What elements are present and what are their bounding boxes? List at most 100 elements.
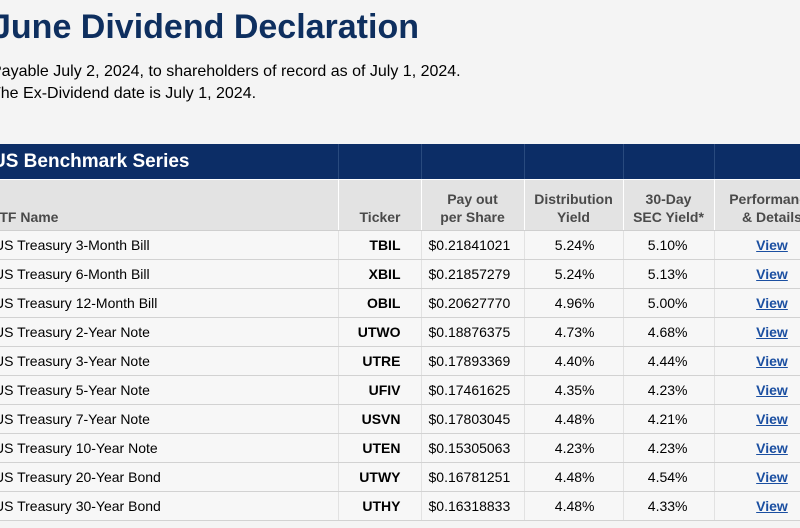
table-row: US Treasury 7-Year Note USVN $0.17803045 4.… — [0, 404, 800, 434]
etf-name-cell: US Treasury 3-Year Note — [0, 346, 339, 376]
table-row: US Treasury 20-Year Bond UTWY $0.16781251 4… — [0, 462, 800, 492]
column-header-row: ETF Name Ticker Pay out per Share Distri… — [0, 179, 800, 231]
table-body: US Treasury 3-Month Bill TBIL $0.21841021 5… — [0, 230, 800, 521]
performance-cell: View — [714, 230, 800, 260]
distribution-yield-cell: 4.23% — [524, 433, 624, 463]
distribution-yield-cell: 4.48% — [524, 491, 624, 521]
table-row: US Treasury 5-Year Note UFIV $0.17461625 4.… — [0, 375, 800, 405]
ticker-cell: UTWY — [338, 462, 422, 492]
col-header-etf-name: ETF Name — [0, 179, 339, 231]
payout-cell: $0.16318833 — [421, 491, 525, 521]
view-link[interactable]: View — [756, 266, 788, 282]
etf-name-cell: US Treasury 2-Year Note — [0, 317, 339, 347]
etf-name-cell: US Treasury 3-Month Bill — [0, 230, 339, 260]
performance-cell: View — [714, 346, 800, 376]
sec-yield-cell: 5.00% — [623, 288, 715, 318]
table-row: US Treasury 3-Year Note UTRE $0.17893369 4.… — [0, 346, 800, 376]
etf-name: US Treasury 5-Year Note — [0, 382, 150, 398]
col-header-ticker: Ticker — [338, 179, 422, 231]
performance-cell: View — [714, 462, 800, 492]
ex-dividend-text: The Ex-Dividend date is July 1, 2024. — [0, 85, 257, 102]
payout-cell: $0.17893369 — [421, 346, 525, 376]
payout-cell: $0.17461625 — [421, 375, 525, 405]
col-header-performance: Performance & Details — [714, 179, 800, 231]
distribution-yield-cell: 4.73% — [524, 317, 624, 347]
payout-cell: $0.15305063 — [421, 433, 525, 463]
ticker-cell: TBIL — [338, 230, 422, 260]
etf-name: US Treasury 2-Year Note — [0, 324, 150, 340]
table-row: US Treasury 3-Month Bill TBIL $0.21841021 5… — [0, 230, 800, 260]
payable-date-text: Payable July 2, 2024, to shareholders of… — [0, 63, 461, 80]
sec-yield-cell: 5.13% — [623, 259, 715, 289]
etf-name-cell: US Treasury 20-Year Bond — [0, 462, 339, 492]
view-link[interactable]: View — [756, 440, 788, 456]
page-title: June Dividend Declaration — [0, 8, 419, 46]
ticker-cell: UTRE — [338, 346, 422, 376]
view-link[interactable]: View — [756, 353, 788, 369]
sec-yield-cell: 5.10% — [623, 230, 715, 260]
view-link[interactable]: View — [756, 469, 788, 485]
payout-cell: $0.21857279 — [421, 259, 525, 289]
performance-cell: View — [714, 317, 800, 347]
payout-cell: $0.17803045 — [421, 404, 525, 434]
ticker-cell: UFIV — [338, 375, 422, 405]
table-row: US Treasury 2-Year Note UTWO $0.18876375 4.… — [0, 317, 800, 347]
sec-yield-cell: 4.21% — [623, 404, 715, 434]
table-row: US Treasury 6-Month Bill XBIL $0.21857279 5… — [0, 259, 800, 289]
etf-name-cell: US Treasury 6-Month Bill — [0, 259, 339, 289]
dividend-table: US Benchmark Series ETF Name Ticker Pay … — [0, 144, 800, 521]
table-row: US Treasury 30-Year Bond UTHY $0.16318833 4… — [0, 491, 800, 521]
sec-yield-cell: 4.33% — [623, 491, 715, 521]
view-link[interactable]: View — [756, 237, 788, 253]
distribution-yield-cell: 4.48% — [524, 462, 624, 492]
payout-cell: $0.18876375 — [421, 317, 525, 347]
etf-name-cell: US Treasury 7-Year Note — [0, 404, 339, 434]
col-header-sec-yield: 30-Day SEC Yield* — [623, 179, 715, 231]
etf-name-cell: US Treasury 5-Year Note — [0, 375, 339, 405]
col-header-distribution-yield: Distribution Yield — [524, 179, 624, 231]
sec-yield-cell: 4.68% — [623, 317, 715, 347]
etf-name-cell: US Treasury 30-Year Bond — [0, 491, 339, 521]
ticker-cell: USVN — [338, 404, 422, 434]
distribution-yield-cell: 4.48% — [524, 404, 624, 434]
etf-name: US Treasury 7-Year Note — [0, 411, 150, 427]
performance-cell: View — [714, 288, 800, 318]
sec-yield-cell: 4.23% — [623, 375, 715, 405]
distribution-yield-cell: 5.24% — [524, 230, 624, 260]
ticker-cell: UTHY — [338, 491, 422, 521]
view-link[interactable]: View — [756, 324, 788, 340]
ticker-cell: XBIL — [338, 259, 422, 289]
payout-cell: $0.16781251 — [421, 462, 525, 492]
performance-cell: View — [714, 491, 800, 521]
series-header-row: US Benchmark Series — [0, 144, 800, 180]
distribution-yield-cell: 4.40% — [524, 346, 624, 376]
view-link[interactable]: View — [756, 498, 788, 514]
ticker-cell: OBIL — [338, 288, 422, 318]
payout-cell: $0.20627770 — [421, 288, 525, 318]
sec-yield-cell: 4.44% — [623, 346, 715, 376]
performance-cell: View — [714, 259, 800, 289]
etf-name: US Treasury 30-Year Bond — [0, 498, 161, 514]
col-header-payout: Pay out per Share — [421, 179, 525, 231]
performance-cell: View — [714, 404, 800, 434]
distribution-yield-cell: 4.96% — [524, 288, 624, 318]
etf-name: US Treasury 20-Year Bond — [0, 469, 161, 485]
ticker-cell: UTWO — [338, 317, 422, 347]
view-link[interactable]: View — [756, 411, 788, 427]
etf-name: US Treasury 6-Month Bill — [0, 266, 150, 282]
sec-yield-cell: 4.23% — [623, 433, 715, 463]
series-title: US Benchmark Series — [0, 150, 190, 172]
payout-cell: $0.21841021 — [421, 230, 525, 260]
distribution-yield-cell: 5.24% — [524, 259, 624, 289]
etf-name: US Treasury 3-Month Bill — [0, 237, 150, 253]
performance-cell: View — [714, 433, 800, 463]
view-link[interactable]: View — [756, 382, 788, 398]
etf-name: US Treasury 12-Month Bill — [0, 295, 158, 311]
etf-name: US Treasury 3-Year Note — [0, 353, 150, 369]
etf-name-cell: US Treasury 12-Month Bill — [0, 288, 339, 318]
view-link[interactable]: View — [756, 295, 788, 311]
performance-cell: View — [714, 375, 800, 405]
table-row: US Treasury 12-Month Bill OBIL $0.20627770… — [0, 288, 800, 318]
etf-name: US Treasury 10-Year Note — [0, 440, 158, 456]
